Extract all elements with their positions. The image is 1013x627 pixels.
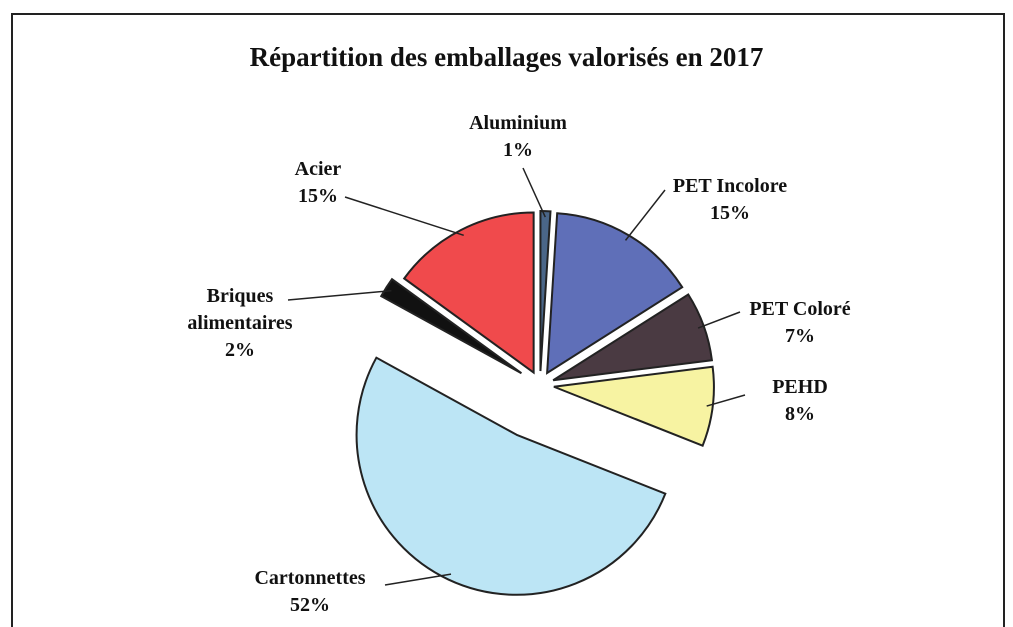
pie-slice xyxy=(355,356,667,596)
category-label: Acier xyxy=(294,158,342,180)
leader-line xyxy=(624,189,666,241)
value-label: 7% xyxy=(785,325,815,347)
category-label: PET Incolore xyxy=(672,175,788,197)
leader-line xyxy=(697,311,741,329)
pie-slice xyxy=(546,212,684,375)
leader-line xyxy=(287,289,392,301)
slice-label: PET Coloré 7% xyxy=(720,296,880,350)
slice-label: Briques alimentaires 2% xyxy=(170,283,310,364)
pie-slice xyxy=(379,277,523,375)
pie-slice xyxy=(553,365,715,447)
chart-title: Répartition des emballages valorisés en … xyxy=(249,42,764,72)
leader-line xyxy=(522,167,546,218)
value-label: 15% xyxy=(298,185,338,207)
value-label: 2% xyxy=(225,339,255,361)
value-label: 1% xyxy=(503,139,533,161)
value-label: 52% xyxy=(290,594,330,616)
value-label: 8% xyxy=(785,403,815,425)
leader-line xyxy=(384,573,452,586)
slice-label: PET Incolore 15% xyxy=(640,173,820,227)
slice-label: Cartonnettes 52% xyxy=(230,565,390,619)
leader-line xyxy=(344,196,464,237)
category-label: Cartonnettes xyxy=(254,567,366,589)
value-label: 15% xyxy=(710,202,750,224)
slice-label: Aluminium 1% xyxy=(448,110,588,164)
pie-slice xyxy=(539,210,552,372)
category-label: PEHD xyxy=(772,376,828,398)
category-label: Aluminium xyxy=(469,112,567,134)
slice-label: PEHD 8% xyxy=(740,374,860,428)
slice-label: Acier 15% xyxy=(268,156,368,210)
category-label: Briques alimentaires xyxy=(187,285,293,334)
pie-slice xyxy=(402,211,535,375)
frame xyxy=(11,13,1005,627)
category-label: PET Coloré xyxy=(749,298,851,320)
leader-line xyxy=(706,394,746,407)
